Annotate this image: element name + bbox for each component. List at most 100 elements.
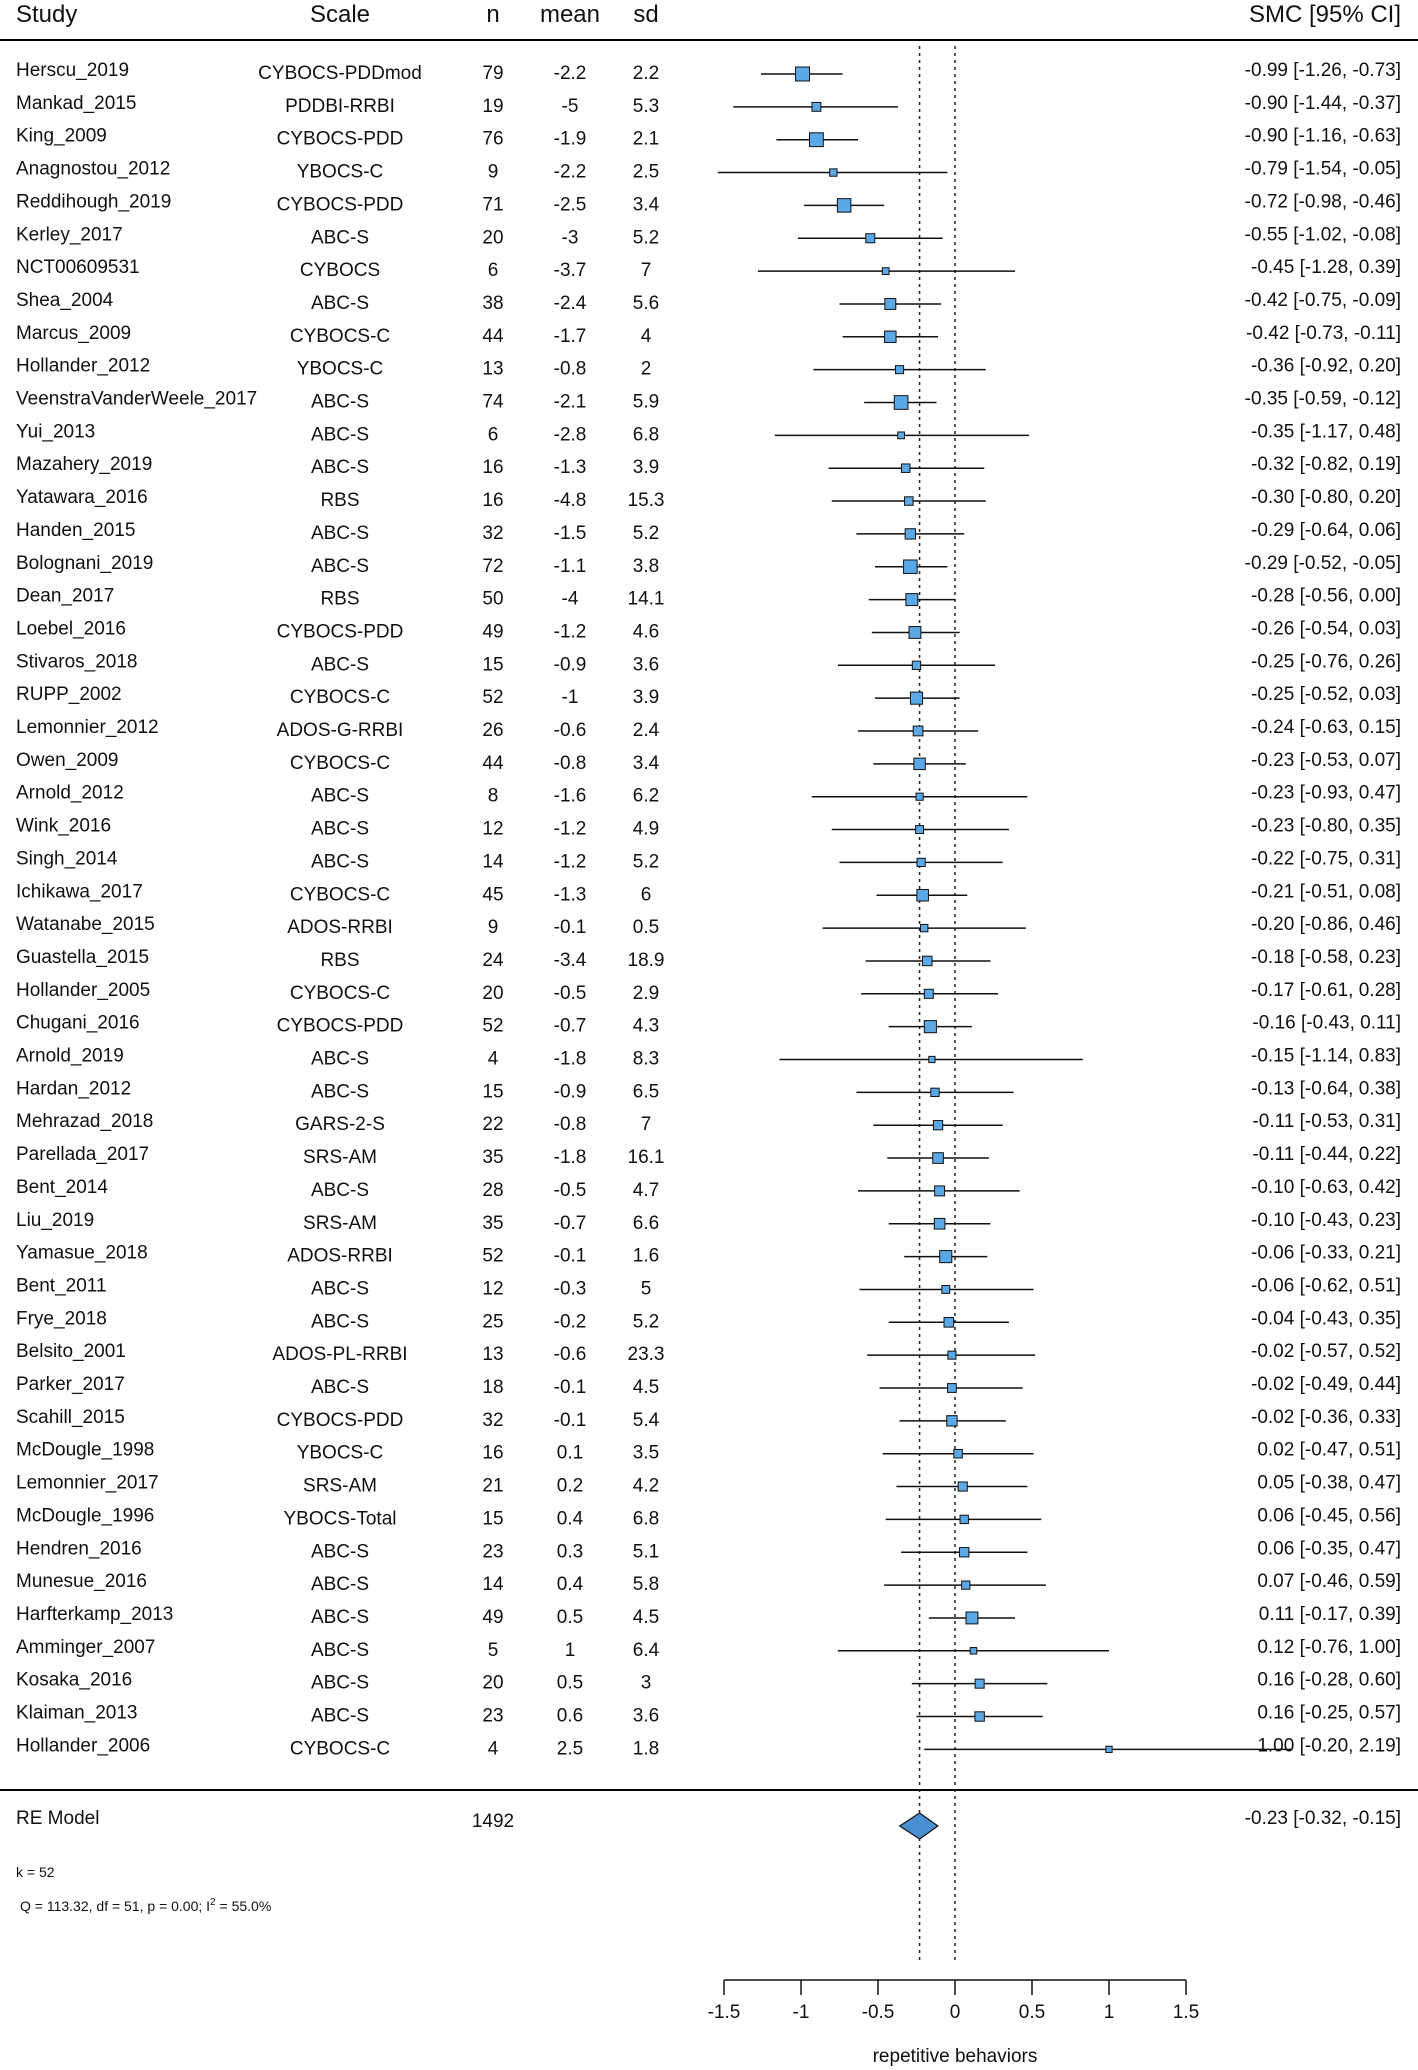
ci-label: -0.35 [-1.17, 0.48]: [1251, 421, 1401, 442]
effect-marker: [947, 1350, 957, 1360]
ci-label: -0.17 [-0.61, 0.28]: [1251, 980, 1401, 1001]
study-label: Liu_2019: [16, 1210, 94, 1231]
n-value: 50: [482, 589, 503, 610]
mean-value: -1.3: [554, 457, 587, 478]
ci-label: -0.23 [-0.80, 0.35]: [1251, 816, 1401, 837]
scale-label: ABC-S: [311, 1180, 369, 1201]
mean-value: -3.7: [554, 260, 587, 281]
study-row: Lemonnier_2017 SRS-AM 21 0.2 4.2 0.05 [-0.38,…: [16, 1473, 1401, 1497]
study-row: Hollander_2006 CYBOCS-C 4 2.5 1.8 1.00 [-0.20…: [16, 1735, 1401, 1759]
scale-label: SRS-AM: [303, 1213, 377, 1234]
mean-value: -1.5: [554, 523, 587, 544]
sd-value: 0.5: [633, 917, 659, 938]
study-label: McDougle_1996: [16, 1505, 154, 1526]
sd-value: 6: [641, 884, 652, 905]
study-label: Hardan_2012: [16, 1078, 131, 1099]
study-row: Klaiman_2013 ABC-S 23 0.6 3.6 0.16 [-0.25, 0.…: [16, 1703, 1401, 1727]
study-label: Loebel_2016: [16, 618, 126, 639]
sd-value: 4.2: [633, 1476, 659, 1497]
scale-label: ABC-S: [311, 523, 369, 544]
study-row: Amminger_2007 ABC-S 5 1 6.4 0.12 [-0.76, 1.00…: [16, 1637, 1401, 1661]
study-label: Stivaros_2018: [16, 651, 137, 672]
n-value: 14: [482, 1574, 504, 1595]
sd-value: 1.8: [633, 1738, 659, 1759]
n-value: 16: [482, 457, 503, 478]
sd-value: 5.3: [633, 96, 659, 117]
sd-value: 5.8: [633, 1574, 659, 1595]
ci-label: -0.35 [-0.59, -0.12]: [1245, 389, 1401, 410]
scale-label: CYBOCS-C: [290, 326, 390, 347]
effect-marker: [904, 528, 917, 540]
mean-value: -1.7: [554, 326, 587, 347]
study-row: Belsito_2001 ADOS-PL-RRBI 13 -0.6 23.3 -0.02 …: [16, 1341, 1401, 1365]
scale-label: ABC-S: [311, 1311, 369, 1332]
study-label: Arnold_2012: [16, 783, 124, 804]
ci-label: 0.11 [-0.17, 0.39]: [1259, 1604, 1401, 1625]
mean-value: 2.5: [557, 1738, 583, 1759]
study-row: Anagnostou_2012 YBOCS-C 9 -2.2 2.5 -0.79 [-1.…: [16, 159, 1401, 183]
sd-value: 15.3: [628, 490, 665, 511]
study-label: Dean_2017: [16, 586, 114, 607]
sd-value: 2.4: [633, 720, 660, 741]
mean-value: -0.6: [554, 1344, 587, 1365]
scale-label: ADOS-RRBI: [287, 1246, 393, 1267]
x-axis-label: repetitive behaviors: [873, 2046, 1038, 2067]
study-row: Yui_2013 ABC-S 6 -2.8 6.8 -0.35 [-1.17, 0.48]: [16, 421, 1401, 445]
effect-marker: [795, 66, 811, 82]
study-label: Lemonnier_2017: [16, 1473, 159, 1494]
sd-value: 6.6: [633, 1213, 659, 1234]
sd-value: 4.7: [633, 1180, 659, 1201]
effect-marker: [957, 1481, 968, 1492]
mean-value: -0.7: [554, 1213, 587, 1234]
scale-label: YBOCS-C: [297, 162, 384, 183]
study-label: Hollander_2006: [16, 1735, 150, 1756]
mean-value: -1.2: [554, 819, 587, 840]
effect-marker: [965, 1611, 979, 1625]
effect-marker: [836, 198, 852, 213]
x-tick-label: 0.5: [1019, 2002, 1045, 2023]
ci-label: -0.20 [-0.86, 0.46]: [1251, 914, 1401, 935]
scale-label: CYBOCS-PDD: [277, 621, 404, 642]
scale-label: ABC-S: [311, 819, 369, 840]
study-label: Mazahery_2019: [16, 454, 152, 475]
mean-value: -1.8: [554, 1147, 587, 1168]
study-row: Yamasue_2018 ADOS-RRBI 52 -0.1 1.6 -0.06 [-0.…: [16, 1243, 1401, 1267]
ci-label: 0.16 [-0.25, 0.57]: [1257, 1703, 1401, 1724]
study-row: Lemonnier_2012 ADOS-G-RRBI 26 -0.6 2.4 -0.24 …: [16, 717, 1401, 741]
scale-label: ABC-S: [311, 851, 369, 872]
effect-marker: [923, 988, 934, 999]
mean-value: -1.2: [554, 621, 587, 642]
header-study: Study: [16, 1, 77, 28]
scale-label: CYBOCS-C: [290, 753, 390, 774]
study-label: King_2009: [16, 126, 107, 147]
effect-marker: [933, 1217, 946, 1230]
study-label: Yatawara_2016: [16, 487, 148, 508]
mean-value: -0.1: [554, 1377, 587, 1398]
study-label: Reddihough_2019: [16, 191, 171, 212]
study-label: Hendren_2016: [16, 1538, 142, 1559]
effect-marker: [932, 1120, 944, 1131]
mean-value: -4.8: [554, 490, 587, 511]
ci-label: -0.28 [-0.56, 0.00]: [1251, 586, 1401, 607]
study-row: Herscu_2019 CYBOCS-PDDmod 79 -2.2 2.2 -0.99 […: [16, 60, 1401, 84]
x-axis: -1.5 -1 -0.5 0 0.5 1 1.5: [708, 1979, 1199, 2023]
study-row: Handen_2015 ABC-S 32 -1.5 5.2 -0.29 [-0.64, 0…: [16, 520, 1401, 544]
n-value: 72: [482, 556, 503, 577]
mean-value: -0.7: [554, 1016, 587, 1037]
scale-label: CYBOCS-C: [290, 983, 390, 1004]
effect-marker: [961, 1580, 971, 1590]
n-value: 20: [482, 983, 503, 1004]
study-label: Shea_2004: [16, 290, 114, 311]
ci-label: -0.42 [-0.75, -0.09]: [1245, 290, 1401, 311]
mean-value: 1: [565, 1640, 576, 1661]
sd-value: 5.2: [633, 851, 659, 872]
header-sd: sd: [633, 1, 658, 28]
scale-label: CYBOCS-C: [290, 687, 390, 708]
n-value: 4: [488, 1049, 499, 1070]
header-n: n: [486, 1, 499, 28]
effect-marker: [934, 1185, 946, 1197]
effect-marker: [930, 1087, 940, 1098]
study-label: Parker_2017: [16, 1374, 125, 1395]
study-label: Watanabe_2015: [16, 914, 155, 935]
mean-value: -0.8: [554, 1114, 587, 1135]
